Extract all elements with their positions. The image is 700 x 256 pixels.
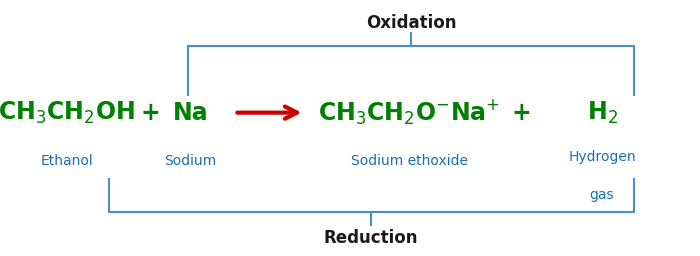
Text: gas: gas — [589, 188, 615, 201]
Text: Sodium: Sodium — [164, 154, 216, 168]
Text: Sodium ethoxide: Sodium ethoxide — [351, 154, 468, 168]
Text: CH$_3$CH$_2$O$^{-}$Na$^{+}$: CH$_3$CH$_2$O$^{-}$Na$^{+}$ — [318, 98, 500, 127]
Text: Reduction: Reduction — [323, 229, 419, 247]
Text: H$_2$: H$_2$ — [587, 100, 617, 126]
Text: Ethanol: Ethanol — [40, 154, 93, 168]
Text: +: + — [141, 101, 160, 125]
Text: CH$_3$CH$_2$OH: CH$_3$CH$_2$OH — [0, 100, 135, 126]
Text: Hydrogen: Hydrogen — [568, 151, 636, 164]
Text: Na: Na — [173, 101, 208, 125]
Text: +: + — [512, 101, 531, 125]
Text: Oxidation: Oxidation — [365, 14, 456, 32]
